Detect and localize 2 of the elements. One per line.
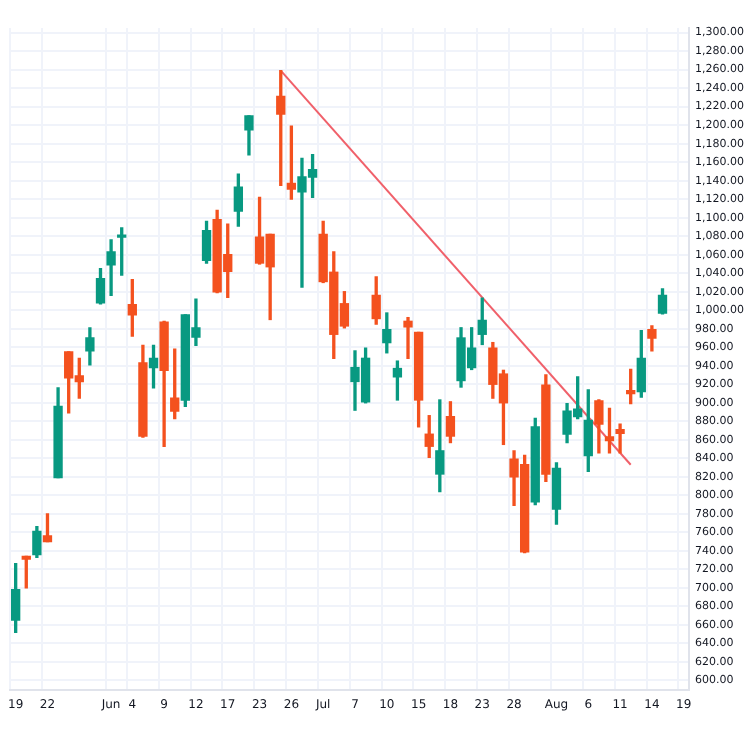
candlestick <box>403 316 413 359</box>
candlestick <box>615 423 625 454</box>
